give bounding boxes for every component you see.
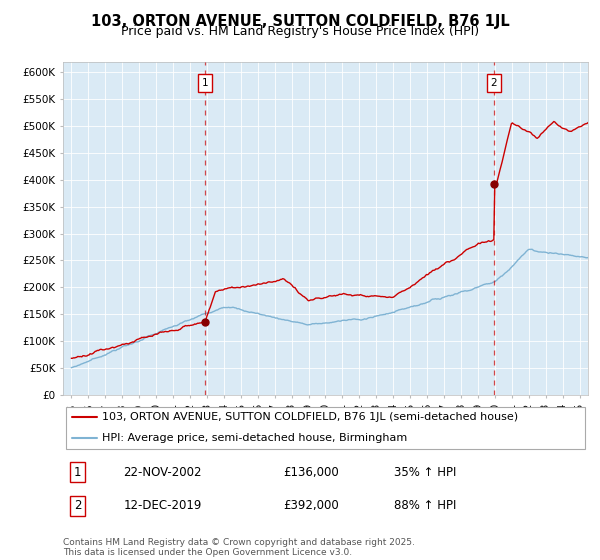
Text: 2: 2 [491,78,497,88]
Text: 88% ↑ HPI: 88% ↑ HPI [394,500,456,512]
FancyBboxPatch shape [65,407,586,449]
Text: 103, ORTON AVENUE, SUTTON COLDFIELD, B76 1JL (semi-detached house): 103, ORTON AVENUE, SUTTON COLDFIELD, B76… [103,412,518,422]
Text: Price paid vs. HM Land Registry's House Price Index (HPI): Price paid vs. HM Land Registry's House … [121,25,479,38]
Text: 22-NOV-2002: 22-NOV-2002 [124,466,202,479]
Text: 35% ↑ HPI: 35% ↑ HPI [394,466,456,479]
Text: 1: 1 [202,78,209,88]
Text: £392,000: £392,000 [284,500,339,512]
Text: 1: 1 [74,466,82,479]
Text: 12-DEC-2019: 12-DEC-2019 [124,500,202,512]
Text: 103, ORTON AVENUE, SUTTON COLDFIELD, B76 1JL: 103, ORTON AVENUE, SUTTON COLDFIELD, B76… [91,14,509,29]
Text: £136,000: £136,000 [284,466,339,479]
Text: Contains HM Land Registry data © Crown copyright and database right 2025.
This d: Contains HM Land Registry data © Crown c… [63,538,415,557]
Text: HPI: Average price, semi-detached house, Birmingham: HPI: Average price, semi-detached house,… [103,433,407,444]
Text: 2: 2 [74,500,82,512]
